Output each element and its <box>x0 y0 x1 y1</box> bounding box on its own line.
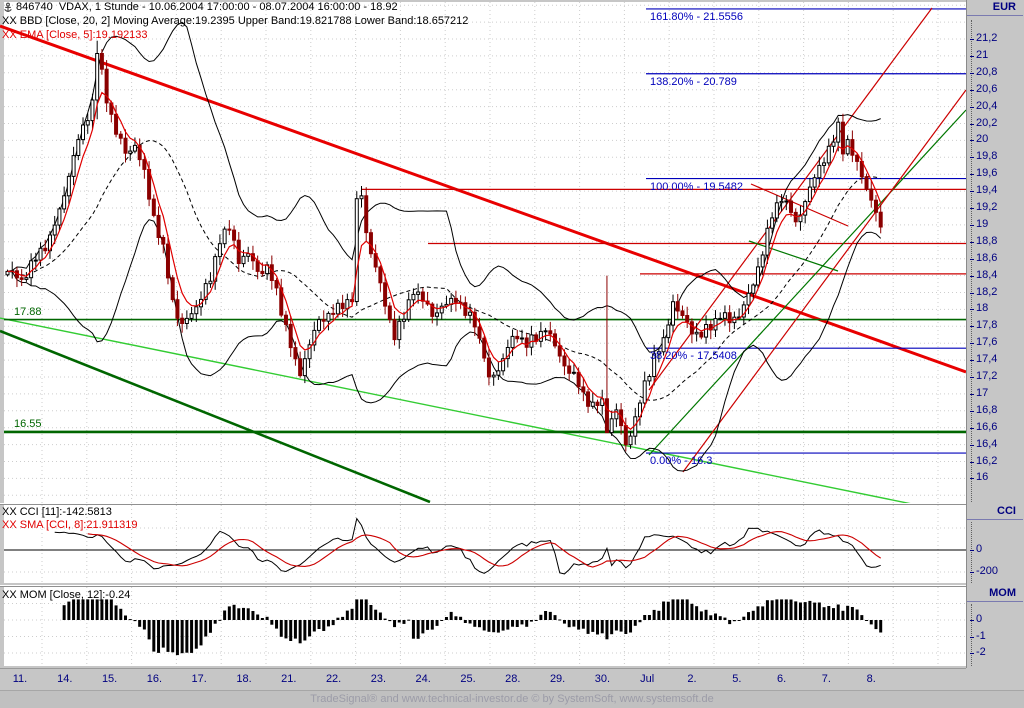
price-tick-label: 19,2 <box>969 201 998 213</box>
price-tick-label: 18,6 <box>969 251 998 264</box>
price-tick-label: 21 <box>969 48 989 61</box>
instrument-title: 846740 VDAX, 1 Stunde - 10.06.2004 17:00… <box>16 1 398 13</box>
date-tick-label: 28. <box>505 673 521 685</box>
status-bar: TradeSignal® and www.technical-investor.… <box>0 690 1024 708</box>
date-tick-label: 7. <box>821 673 831 685</box>
price-tick-label: 17,8 <box>969 319 998 332</box>
value-axis-column[interactable] <box>966 0 1024 668</box>
eur-axis-rail <box>971 20 972 502</box>
level-label: 16.55 <box>14 417 42 430</box>
copyright-text: TradeSignal® and www.technical-investor.… <box>310 693 714 705</box>
fib-label: 0.00% - 16.3 <box>650 455 713 468</box>
date-tick-label: 30. <box>594 673 611 685</box>
price-tick-label: 18,8 <box>969 234 998 247</box>
indicator-label-cci[interactable]: XX CCI [11]:-142.5813 <box>2 506 112 518</box>
price-tick-label: 16,6 <box>969 420 998 433</box>
date-tick-label: 6. <box>777 673 787 685</box>
date-tick-label: 15. <box>101 673 118 685</box>
indicator-label-mom[interactable]: XX MOM [Close, 12]:-0.24 <box>2 589 131 601</box>
mom-tick-label: 0 <box>969 613 983 625</box>
mom-axis-title: MOM <box>967 587 1023 602</box>
date-tick-label: 11. <box>12 673 28 685</box>
price-chart-canvas[interactable] <box>0 0 966 503</box>
cci-tick-label: 0 <box>969 543 983 555</box>
indicator-label-cci-sma[interactable]: XX SMA [CCI, 8]:21.911319 <box>2 519 138 531</box>
price-tick-label: 20 <box>969 133 989 146</box>
date-tick-label: 8. <box>866 673 876 685</box>
price-tick-label: 17,6 <box>969 336 998 349</box>
date-tick-label: 17. <box>191 673 207 685</box>
date-tick-label: 16. <box>146 673 163 685</box>
date-tick-label: 21. <box>281 673 297 685</box>
fib-label: 138.20% - 20.789 <box>650 75 737 88</box>
cci-chart-canvas[interactable] <box>0 505 966 585</box>
fib-label: 100.00% - 19.5482 <box>650 180 743 193</box>
date-tick-label: 22. <box>325 673 342 685</box>
date-tick-label: 18. <box>236 673 252 685</box>
price-tick-label: 16,2 <box>969 454 998 467</box>
price-tick-label: 20,2 <box>969 116 998 129</box>
price-tick-label: 19,8 <box>969 150 998 163</box>
date-tick-label: 5. <box>732 673 742 685</box>
mom-tick-label: -2 <box>970 646 986 658</box>
date-tick-label: 29. <box>549 673 566 685</box>
eur-axis-title: EUR <box>967 1 1023 16</box>
price-tick-label: 16,8 <box>969 403 998 416</box>
date-tick-label: 14. <box>57 673 73 685</box>
chart-icon <box>2 2 14 14</box>
cci-axis-rail <box>971 522 972 583</box>
price-tick-label: 17,4 <box>969 353 998 366</box>
date-tick-label: Jul <box>640 673 655 685</box>
price-tick-label: 16,4 <box>969 437 998 450</box>
mom-tick-label: -1 <box>970 629 986 642</box>
price-tick-label: 20,8 <box>969 65 998 78</box>
price-tick-label: 18 <box>969 302 989 315</box>
date-tick-label: 24. <box>415 673 431 685</box>
price-tick-label: 19,6 <box>969 167 998 180</box>
date-tick-label: 23. <box>370 673 387 685</box>
fib-label: 161.80% - 21.5556 <box>650 10 743 23</box>
panel-splitter-2[interactable] <box>0 585 1024 587</box>
mom-axis-rail <box>971 604 972 666</box>
date-tick-label: 2. <box>687 673 697 685</box>
price-tick-label: 19 <box>969 217 989 230</box>
level-label: 17.88 <box>14 305 42 318</box>
price-tick-label: 17 <box>969 386 989 399</box>
price-tick-label: 21,2 <box>969 32 998 44</box>
cci-tick-label: -200 <box>969 565 999 577</box>
date-tick-label: 25. <box>460 673 476 685</box>
price-tick-label: 20,4 <box>969 99 998 112</box>
price-tick-label: 18,4 <box>969 268 998 281</box>
cci-axis-title: CCI <box>967 505 1023 520</box>
price-tick-label: 16 <box>969 471 989 484</box>
price-tick-label: 20,6 <box>969 82 998 95</box>
price-tick-label: 19,4 <box>969 184 998 197</box>
indicator-label-bbd[interactable]: XX BBD [Close, 20, 2] Moving Average:19.… <box>2 15 469 27</box>
mom-chart-canvas[interactable] <box>0 587 966 668</box>
date-axis[interactable] <box>0 668 966 691</box>
indicator-label-ema[interactable]: XX EMA [Close, 5]:19.192133 <box>2 29 148 41</box>
price-tick-label: 18,2 <box>969 285 998 298</box>
fib-label: 38.20% - 17.5408 <box>650 350 737 363</box>
price-tick-label: 17,2 <box>969 370 998 382</box>
panel-splitter-1[interactable] <box>0 503 1024 505</box>
